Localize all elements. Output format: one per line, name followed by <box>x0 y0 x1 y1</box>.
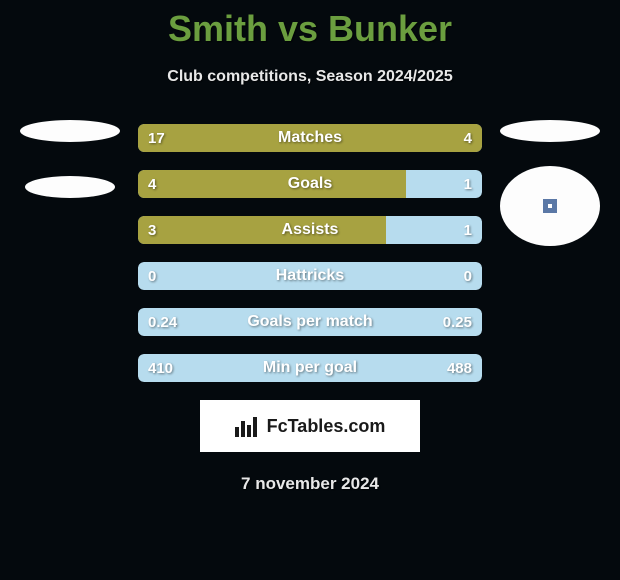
stat-row-label: Matches <box>138 124 482 152</box>
stat-row-label: Assists <box>138 216 482 244</box>
stat-row-label: Min per goal <box>138 354 482 382</box>
date-text: 7 november 2024 <box>0 452 620 494</box>
stat-row: 00Hattricks <box>138 262 482 290</box>
stat-row: 41Goals <box>138 170 482 198</box>
stat-row: 0.240.25Goals per match <box>138 308 482 336</box>
subtitle: Club competitions, Season 2024/2025 <box>0 50 620 86</box>
stat-row-label: Hattricks <box>138 262 482 290</box>
page-title: Smith vs Bunker <box>0 0 620 50</box>
stat-row-label: Goals per match <box>138 308 482 336</box>
brand-box: FcTables.com <box>200 400 420 452</box>
comparison-chart: 174Matches 41Goals 31Assists 00Hattricks 0.2… <box>0 124 620 382</box>
brand-bars-icon <box>235 415 261 437</box>
stat-row: 31Assists <box>138 216 482 244</box>
stat-row: 410488Min per goal <box>138 354 482 382</box>
brand-text: FcTables.com <box>267 416 386 437</box>
stat-row: 174Matches <box>138 124 482 152</box>
stat-row-label: Goals <box>138 170 482 198</box>
